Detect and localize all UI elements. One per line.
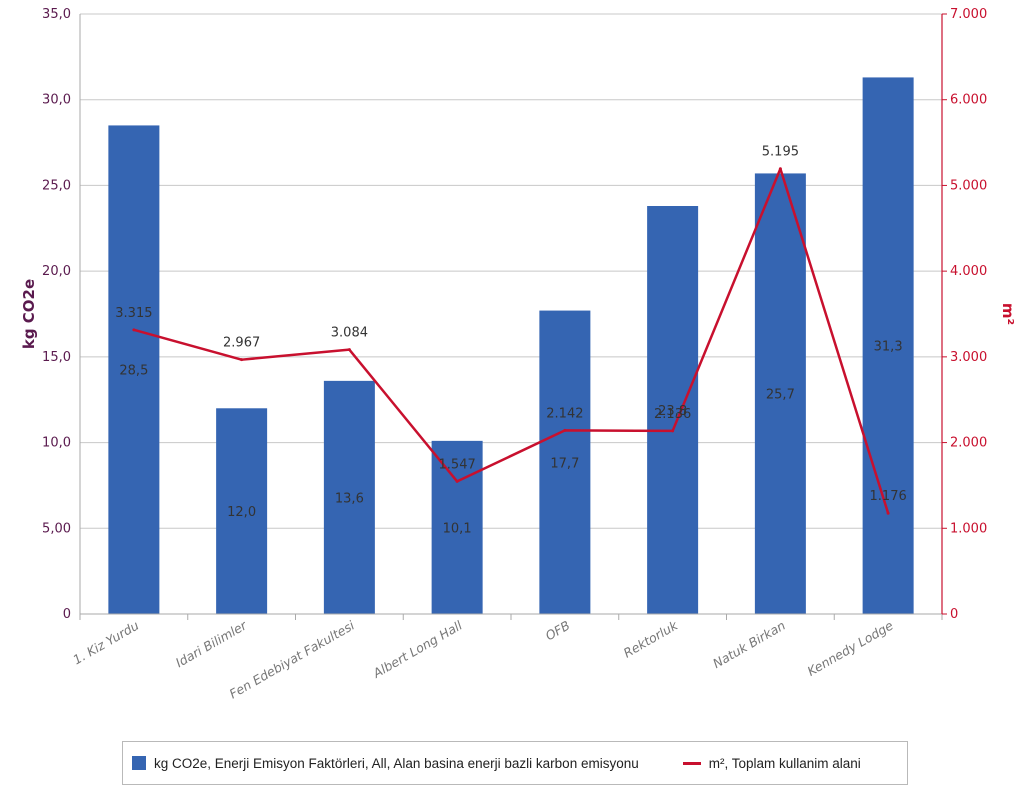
bar (216, 408, 268, 614)
line-data-label: 2.142 (546, 406, 583, 421)
y-left-tick-label: 15,0 (42, 350, 71, 365)
bar-series (108, 77, 914, 614)
line-point (347, 348, 351, 352)
legend-line-swatch (682, 761, 701, 765)
x-category-label: Natuk Birkan (710, 618, 788, 672)
y-right-tick-label: 7.000 (950, 7, 987, 22)
x-category-label: Rektorluk (621, 617, 681, 660)
y-right-tick-label: 1.000 (950, 521, 987, 536)
line-data-label: 3.315 (115, 306, 152, 321)
line-data-label: 2.967 (223, 336, 260, 351)
line-point (563, 428, 567, 432)
y-right-tick-label: 4.000 (950, 264, 987, 279)
x-category-label: Kennedy Lodge (805, 617, 896, 678)
line-data-label: 3.084 (331, 326, 368, 341)
line-data-label: 1.176 (870, 489, 907, 504)
bar (539, 310, 591, 614)
legend-line-label: m², Toplam kullanim alani (708, 755, 861, 771)
y-left-tick-label: 25,0 (42, 178, 71, 193)
bar-data-label: 28,5 (119, 364, 148, 379)
y-right-axis-title: m² (999, 303, 1017, 325)
legend-item-bars[interactable]: kg CO2e, Enerji Emisyon Faktörleri, All,… (123, 756, 639, 771)
line-data-label: 2.136 (654, 407, 691, 422)
bar (862, 77, 914, 614)
y-right-tick-label: 2.000 (950, 436, 987, 451)
line-data-label: 5.195 (762, 145, 799, 160)
y-right-tick-label: 5.000 (950, 178, 987, 193)
line-point (240, 358, 244, 362)
bar (754, 173, 806, 614)
bar-data-label: 12,0 (227, 505, 256, 520)
x-category-label: Idari Bilimler (173, 617, 250, 670)
y-left-tick-label: 30,0 (42, 93, 71, 108)
bar-data-label: 25,7 (766, 388, 795, 403)
line-series (132, 167, 890, 515)
y-left-axis-title: kg CO2e (20, 279, 38, 349)
line-data-label: 1.547 (439, 457, 476, 472)
bar (431, 440, 483, 614)
legend-bar-label: kg CO2e, Enerji Emisyon Faktörleri, All,… (154, 755, 639, 771)
data-labels: 28,5 12,0 13,6 10,1 17,7 23,8 25,7 31,3 3.315 2.9… (115, 145, 906, 537)
legend-item-line[interactable]: m², Toplam kullanim alani (639, 756, 861, 771)
y-left-tick-label: 35,0 (42, 7, 71, 22)
bar (323, 380, 375, 614)
line-point (671, 429, 675, 433)
bar-data-label: 13,6 (335, 491, 364, 506)
y-left-tick-label: 10,0 (42, 436, 71, 451)
y-right-tick-label: 3.000 (950, 350, 987, 365)
line-path (133, 167, 890, 514)
bar-data-label: 23,8 (658, 404, 687, 419)
line-point (886, 511, 890, 515)
x-category-label: OFB (543, 618, 573, 644)
x-category-label: 1. Kiz Yurdu (70, 618, 141, 668)
bar-data-label: 10,1 (443, 521, 472, 536)
bar-data-label: 17,7 (550, 456, 579, 471)
y-right-tick-label: 0 (950, 607, 958, 622)
legend: kg CO2e, Enerji Emisyon Faktörleri, All,… (122, 741, 908, 785)
bar-data-label: 31,3 (874, 340, 903, 355)
line-point (455, 479, 459, 483)
x-category-label: Albert Long Hall (370, 617, 466, 681)
y-left-tick-label: 0 (63, 607, 71, 622)
y-left-tick-label: 20,0 (42, 264, 71, 279)
bar (647, 206, 699, 614)
line-point (132, 328, 136, 332)
y-left-tick-label: 5,00 (42, 521, 71, 536)
line-point (778, 167, 782, 171)
bar (108, 125, 160, 614)
y-right-tick-label: 6.000 (950, 93, 987, 108)
legend-bar-swatch (132, 756, 146, 770)
